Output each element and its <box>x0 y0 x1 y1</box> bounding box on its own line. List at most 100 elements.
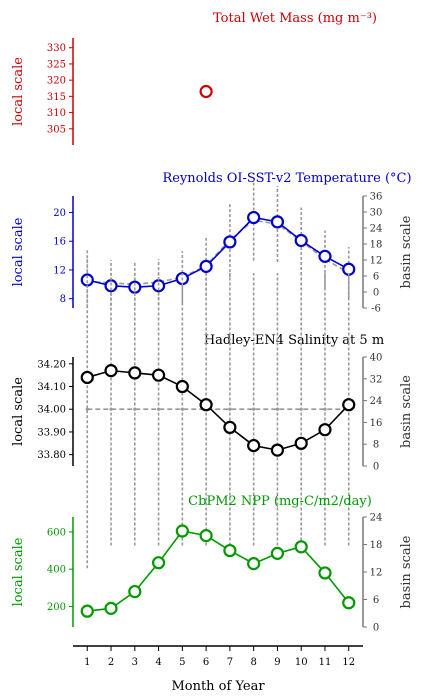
panel-title: CbPM2 NPP (mg-C/m2/day) <box>188 494 372 509</box>
left-tick-label: 310 <box>47 108 66 119</box>
right-tick-label: 24 <box>370 396 383 407</box>
data-point <box>128 366 142 380</box>
x-tick-label: 10 <box>295 657 308 668</box>
basin-point <box>252 407 256 411</box>
x-tick-label: 2 <box>108 657 114 668</box>
x-tick-label: 7 <box>227 657 233 668</box>
right-tick-label: -6 <box>371 304 381 315</box>
data-point <box>151 368 166 382</box>
x-tick-label: 6 <box>203 657 209 668</box>
data-point <box>318 249 332 263</box>
left-tick-label: 200 <box>47 602 66 613</box>
right-tick-label: 0 <box>373 623 379 634</box>
data-point <box>270 546 285 560</box>
basin-point <box>156 407 161 411</box>
right-tick-label: 12 <box>370 568 383 579</box>
left-tick-label: 33.80 <box>37 450 66 461</box>
data-point <box>104 601 118 615</box>
left-tick-label: 34.00 <box>37 405 66 416</box>
data-point <box>247 438 261 453</box>
right-tick-label: 6 <box>373 595 379 606</box>
right-axis-label: basin scale <box>399 215 414 288</box>
data-point <box>223 235 237 249</box>
data-point <box>199 398 213 412</box>
chart-panel-4: CbPM2 NPP (mg-C/m2/day) 200 400 600 local sc… <box>11 494 414 634</box>
data-point <box>199 529 213 543</box>
x-tick-label: 11 <box>319 657 332 668</box>
right-tick-label: 40 <box>370 353 383 364</box>
right-tick-label: 0 <box>373 462 379 473</box>
local-series-line <box>87 369 350 451</box>
right-tick-label: 8 <box>373 440 379 451</box>
data-point <box>80 604 94 618</box>
basin-point <box>299 407 303 411</box>
right-tick-label: 24 <box>370 513 383 524</box>
left-tick-label: 8 <box>60 294 66 305</box>
local-series <box>199 84 213 99</box>
data-point <box>342 596 356 610</box>
data-point <box>294 233 308 248</box>
right-tick-label: 6 <box>373 272 379 283</box>
data-point <box>199 84 213 99</box>
data-point <box>199 259 213 273</box>
basin-series <box>85 180 351 308</box>
data-point <box>294 540 308 554</box>
data-point <box>175 524 189 538</box>
data-point <box>223 543 237 558</box>
x-tick-label: 12 <box>342 657 355 668</box>
panel-title: Total Wet Mass (mg m⁻³) <box>213 11 377 26</box>
right-tick-label: 18 <box>370 240 383 251</box>
x-tick-label: 1 <box>84 657 90 668</box>
left-tick-label: 400 <box>47 565 66 576</box>
basin-series <box>85 250 351 569</box>
left-tick-label: 34.20 <box>37 359 66 370</box>
right-tick-label: 18 <box>370 540 383 551</box>
chart-panel-2: Reynolds OI-SST-v2 Temperature (°C) 8 12 16… <box>11 171 414 315</box>
right-tick-label: 36 <box>370 192 383 203</box>
basin-point <box>180 407 184 411</box>
local-series <box>80 364 356 457</box>
data-point <box>318 423 332 437</box>
right-axis-label: basin scale <box>399 535 414 608</box>
basin-point <box>133 407 137 411</box>
panel-title: Reynolds OI-SST-v2 Temperature (°C) <box>162 171 411 186</box>
left-axis-label: local scale <box>11 57 26 126</box>
left-tick-label: 33.90 <box>37 427 66 438</box>
basin-point <box>109 407 113 411</box>
basin-series-line <box>87 219 350 286</box>
left-axis-label: local scale <box>11 377 26 446</box>
data-point <box>318 566 332 580</box>
right-tick-label: 0 <box>373 288 379 299</box>
basin-point <box>85 407 89 411</box>
left-tick-label: 12 <box>53 265 66 276</box>
right-tick-label: 24 <box>370 224 383 235</box>
right-tick-label: 32 <box>370 374 383 385</box>
left-tick-label: 305 <box>47 124 66 135</box>
data-point <box>247 210 261 225</box>
data-point <box>175 379 189 394</box>
x-tick-label: 9 <box>274 657 280 668</box>
left-tick-label: 16 <box>53 237 66 248</box>
data-point <box>128 584 142 599</box>
left-axis-label: local scale <box>11 217 26 286</box>
x-tick-label: 4 <box>155 657 161 668</box>
data-point <box>342 398 356 412</box>
data-point <box>80 370 94 385</box>
left-tick-label: 315 <box>47 92 66 103</box>
right-tick-label: 16 <box>370 418 383 429</box>
basin-point <box>323 407 327 411</box>
x-axis-label: Month of Year <box>171 679 265 694</box>
data-point <box>294 436 308 450</box>
x-tick-label: 3 <box>132 657 138 668</box>
left-tick-label: 20 <box>53 208 66 219</box>
x-tick-label: 5 <box>179 657 185 668</box>
right-tick-label: 12 <box>370 256 383 267</box>
chart-panel-1: Total Wet Mass (mg m⁻³) 305 310 315 320 325 33… <box>11 11 377 145</box>
local-series-line <box>87 530 350 612</box>
data-point <box>104 364 118 378</box>
data-point <box>247 557 261 571</box>
local-series <box>80 524 356 618</box>
left-tick-label: 330 <box>47 43 66 54</box>
data-point <box>270 215 285 229</box>
